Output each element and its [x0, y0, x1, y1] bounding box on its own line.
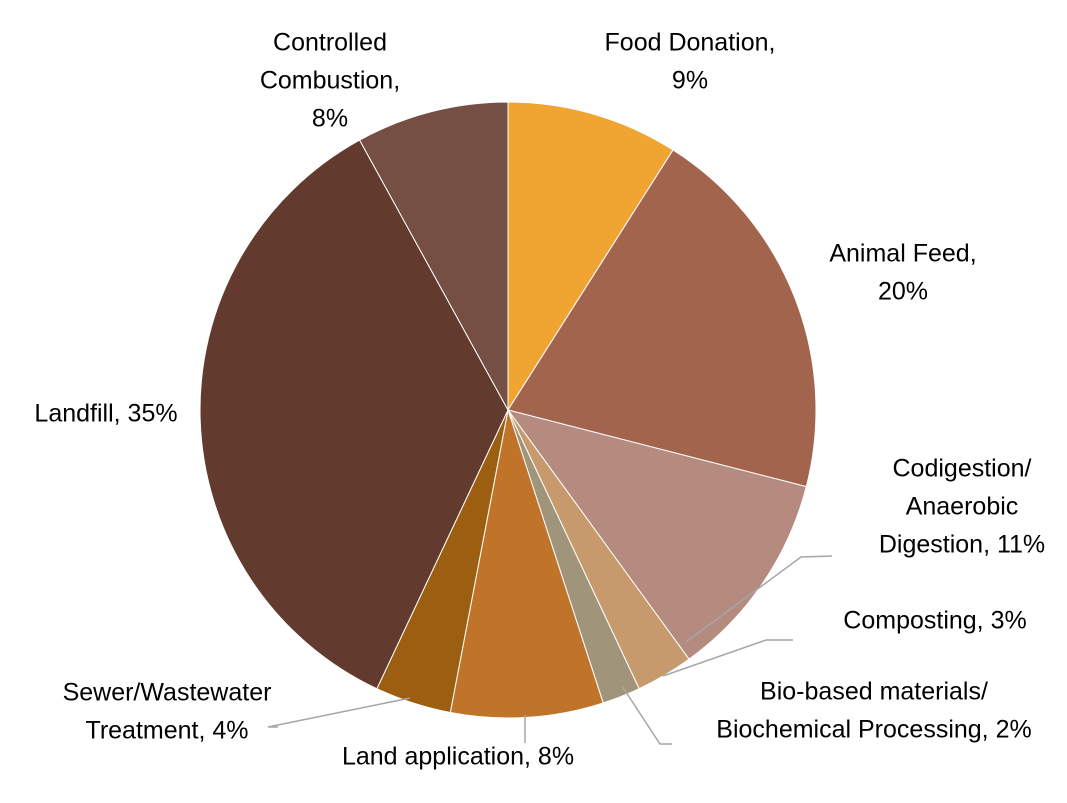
slice-label-line: Anaerobic — [906, 493, 1019, 521]
pie-slice-codigestion-anaerobic-digestion — [506, 409, 807, 660]
pie-slice-landfill — [199, 139, 509, 690]
slice-label-codigestion-anaerobic-digestion: Codigestion/Anaerobic Digestion, 11% — [879, 455, 1045, 559]
slice-label-composting: Composting, 3% — [843, 607, 1026, 635]
slice-label-line: Bio-based materials/ — [760, 678, 988, 706]
pie-slice-controlled-combustion — [358, 101, 509, 411]
slice-label-line: Sewer/Wastewater — [63, 679, 272, 707]
slice-label-line: Codigestion/ — [893, 455, 1032, 483]
slice-labels: Food Donation, 9% Animal Feed, 20% Codigesti… — [34, 29, 1045, 771]
slice-label-line: Food Donation, — [605, 29, 776, 57]
slice-label-line: Landfill, 35% — [34, 400, 177, 428]
slice-label-bio-based-materials-biochemical-processing: Bio-based materials/Biochemical Processi… — [716, 678, 1031, 744]
slice-label-line: Combustion, — [260, 67, 400, 95]
slice-label-line: Controlled — [273, 29, 387, 57]
slice-label-landfill: Landfill, 35% — [34, 400, 177, 428]
slice-label-line: Biochemical Processing, 2% — [716, 716, 1031, 744]
slice-label-line: Animal Feed, — [829, 240, 976, 268]
leader-line-sewer-wastewater-treatment — [267, 697, 411, 728]
slice-label-line: 9% — [672, 67, 708, 95]
pie-slice-food-donation — [507, 101, 674, 412]
pie-slices — [199, 101, 817, 719]
slice-label-line: 20% — [878, 278, 928, 306]
slice-label-animal-feed: Animal Feed, 20% — [829, 240, 976, 306]
leader-line-composting — [662, 639, 793, 677]
pie-slice-animal-feed — [507, 149, 817, 488]
slice-label-line: Composting, 3% — [843, 607, 1026, 635]
slice-label-sewer-wastewater-treatment: Sewer/Wastewater Treatment, 4% — [63, 679, 272, 745]
slice-label-controlled-combustion: Controlled Combustion, 8% — [260, 29, 400, 133]
slice-label-food-donation: Food Donation, 9% — [605, 29, 776, 95]
slice-label-land-application: Land application, 8% — [342, 743, 574, 771]
slice-label-line: Land application, 8% — [342, 743, 574, 771]
slice-label-line: 8% — [312, 105, 348, 133]
slice-label-line: Treatment, 4% — [85, 717, 248, 745]
leader-line-bio-based-materials-biochemical-processing — [621, 685, 672, 745]
leader-lines — [267, 555, 833, 745]
slice-label-line: Digestion, 11% — [879, 531, 1045, 559]
pie-slice-land-application — [449, 409, 604, 719]
leader-line-codigestion-anaerobic-digestion — [685, 555, 833, 643]
